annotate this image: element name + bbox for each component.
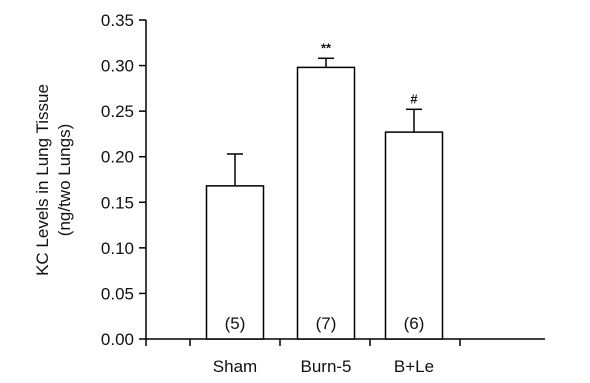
y-tick-label: 0.10	[101, 239, 134, 258]
sample-size-label: (7)	[316, 314, 337, 333]
axes: 0.00 0.05 0.10 0.15 0.20 0.25 0.30 0.35	[101, 11, 545, 349]
sample-size-label: (5)	[225, 314, 246, 333]
y-tick-label: 0.15	[101, 193, 134, 212]
significance-label: **	[321, 40, 332, 55]
y-tick-label: 0.00	[101, 330, 134, 349]
y-tick-label: 0.30	[101, 57, 134, 76]
sample-size-label: (6)	[404, 314, 425, 333]
x-category-label: B+Le	[394, 357, 434, 376]
bar-b-le	[384, 131, 444, 340]
bar-burn-5	[296, 66, 356, 340]
y-axis-title-line1: KC Levels in Lung Tissue	[33, 84, 52, 276]
y-tick-label: 0.35	[101, 11, 134, 30]
y-tick-label: 0.05	[101, 284, 134, 303]
significance-label: #	[410, 91, 418, 106]
y-axis-title-line2: (ng/two Lungs)	[55, 124, 74, 236]
labels: (5) Sham ** (7) Burn-5 # (6) B+Le	[213, 40, 434, 376]
bars	[205, 57, 444, 340]
y-tick-label: 0.20	[101, 148, 134, 167]
y-tick-label: 0.25	[101, 102, 134, 121]
bar-sham	[205, 185, 265, 340]
x-category-label: Burn-5	[300, 357, 351, 376]
y-axis-title: KC Levels in Lung Tissue (ng/two Lungs)	[33, 84, 74, 276]
x-category-label: Sham	[213, 357, 257, 376]
